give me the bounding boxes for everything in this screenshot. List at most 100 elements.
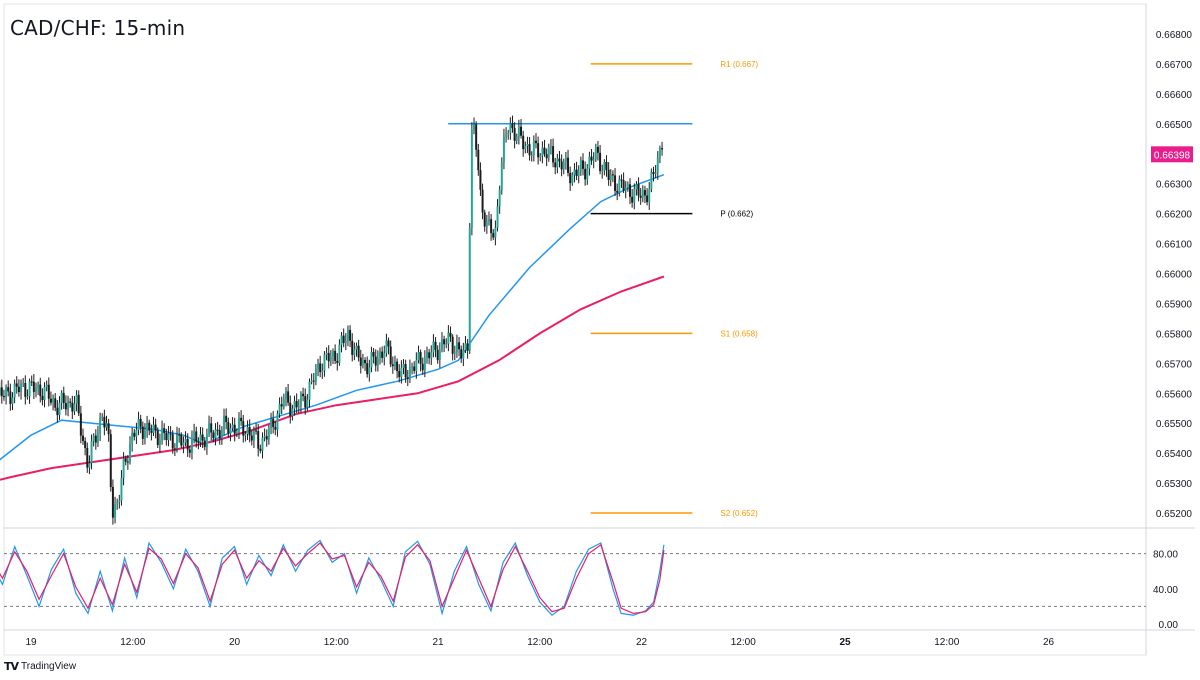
candle-body [336,360,339,363]
candle-body [633,189,636,203]
candle-body [577,170,580,177]
candle-body [505,133,508,137]
candle-body [479,170,482,190]
candle-body [252,430,255,441]
candle-body [32,381,35,392]
candle-body [338,344,341,363]
candle-body [107,423,110,435]
candle-body [284,391,287,399]
candle-body [511,123,514,129]
candle-body [624,187,627,191]
candle-body [118,500,121,502]
candle-body [101,416,104,419]
candle-body [304,396,307,408]
candle-body [143,430,146,439]
candle-body [415,360,418,371]
candle-body [208,423,211,435]
candle-body [317,363,320,369]
candle-body [220,429,223,439]
level-label: R1 (0.667) [720,60,758,69]
candle-body [423,357,426,371]
candle-body [398,371,401,378]
candle-body [430,352,433,359]
candle-body [487,219,490,222]
price-tick-label: 0.66500 [1156,120,1193,131]
candle-body [255,430,258,432]
tradingview-logo-icon: 𝗧𝗩 [4,661,19,673]
candle-body [494,227,497,238]
candle-body [517,126,520,137]
price-tick-label: 0.65200 [1156,509,1193,520]
candle-body [17,386,20,393]
candle-body [122,458,125,478]
candle-body [607,169,610,180]
candle-body [575,169,578,177]
candle-body [237,417,240,432]
candle-body [15,383,18,387]
candle-body [549,146,552,148]
candle-body [458,342,461,350]
candle-body [41,395,44,401]
ma-fast-line [0,173,665,461]
candle-body [485,221,488,227]
candle-body [24,383,27,397]
candle-body [661,148,664,150]
plot-border [3,3,1147,656]
candle-body [267,427,270,440]
candle-body [205,434,208,448]
candle-body [408,366,411,379]
candle-body [560,161,563,170]
candle-body [556,158,559,168]
candle-body [445,343,448,345]
tradingview-footer[interactable]: 𝗧𝗩 TradingView [4,660,76,673]
candle-body [310,380,313,382]
candle-body [498,189,501,207]
candle-body [242,421,245,436]
candle-body [56,407,59,416]
candle-body [658,148,661,158]
candle-body [581,160,584,169]
candle-body [342,335,345,343]
last-price-label: 0.66398 [1154,150,1191,161]
candle-body [411,366,414,368]
candle-body [641,190,644,198]
candle-body [167,433,170,441]
candle-body [308,381,311,400]
candle-body [652,172,655,174]
candle-body [178,434,181,436]
level-label: P (0.662) [720,210,753,219]
candle-body [599,152,602,172]
candle-body [158,440,161,445]
candle-body [522,135,525,150]
candle-body [156,430,159,445]
candle-body [229,428,232,434]
candle-body [259,448,262,451]
candle-body [361,359,364,366]
candle-body [334,350,337,361]
candle-body [554,162,557,168]
candle-body [650,172,653,190]
candle-body [295,401,298,408]
candle-body [161,428,164,441]
time-tick-label: 12:00 [120,637,145,648]
candle-body [569,172,572,184]
price-tick-label: 0.65300 [1156,479,1193,490]
candle-body [532,140,535,155]
candle-body [302,393,305,397]
candle-body [109,434,112,488]
candle-body [502,136,505,163]
candle-body [282,398,285,407]
time-tick-label: 12:00 [527,637,552,648]
candle-body [60,392,63,403]
candle-body [20,383,23,393]
candle-body [199,434,202,443]
candle-body [146,422,149,431]
candle-body [344,340,347,343]
candle-body [47,384,50,399]
candle-body [139,419,142,427]
candle-body [455,342,458,353]
candle-body [171,434,174,449]
candle-body [233,424,236,434]
candle-body [218,430,221,439]
